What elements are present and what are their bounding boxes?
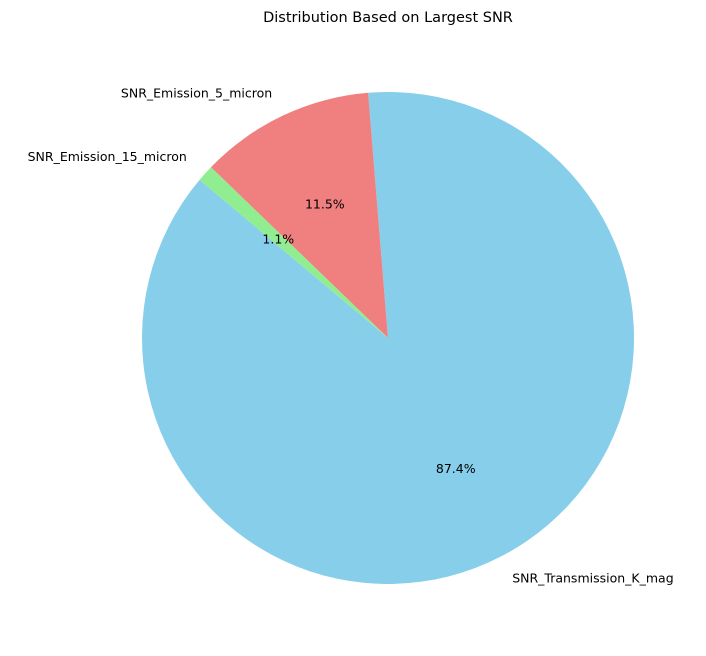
pie-slice-snr-emission-15-micron <box>199 167 388 338</box>
pie-slices <box>142 92 635 585</box>
chart-title: Distribution Based on Largest SNR <box>263 10 513 26</box>
slice-label: SNR_Emission_15_micron <box>28 149 187 164</box>
pie-labels: SNR_Transmission_K_mag 87.4% SNR_Emission_… <box>28 85 674 585</box>
pie-slice-snr-emission-5-micron <box>210 92 388 338</box>
slice-percent-label: 11.5% <box>305 197 345 212</box>
slice-percent-label: 87.4% <box>436 461 476 476</box>
pie-slice-snr-transmission-k-mag <box>142 92 635 585</box>
slice-percent-label: 1.1% <box>262 231 294 246</box>
slice-label: SNR_Emission_5_micron <box>121 85 272 100</box>
slice-label: SNR_Transmission_K_mag <box>512 570 673 585</box>
